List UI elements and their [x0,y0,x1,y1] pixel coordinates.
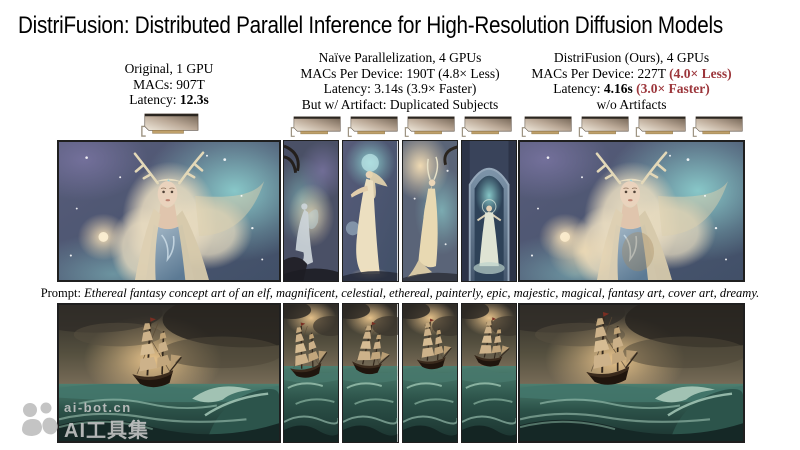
header-line: Latency: 12.3s [129,92,209,107]
header-line: Naïve Parallelization, 4 GPUs [318,50,482,65]
naive-elf-strip-2 [342,140,399,282]
header-original: Original, 1 GPU MACs: 907T Latency: 12.3s [57,61,281,108]
gpu-card-icon [690,115,744,138]
naive-ship-strip-3 [401,303,458,443]
naive-elf-strip-1 [283,140,340,282]
header-line: w/o Artifacts [596,96,667,112]
result-image-ours-ship [518,303,745,443]
header-line: But w/ Artifact: Duplicated Subjects [301,96,499,112]
gpu-card-icon [459,115,513,138]
header-line: Latency: 4.16s (3.0× Faster) [553,81,710,96]
gpu-card-icon [345,115,399,138]
header-distrifusion-ours: DistriFusion (Ours), 4 GPUs MACs Per Devi… [518,50,745,112]
gpu-card-icon [402,115,456,138]
prompt-label: Prompt: [40,286,81,300]
naive-elf-strip-3 [401,140,458,282]
figure-title: DistriFusion: Distributed Parallel Infer… [18,12,723,39]
gpu-card-icon [519,115,573,138]
header-line: Latency: 3.14s (3.9× Faster) [323,81,477,96]
prompt-text: Ethereal fantasy concept art of an elf, … [84,286,760,300]
prompt-caption: Prompt: Ethereal fantasy concept art of … [0,286,800,301]
result-image-naive-ship-strips [283,303,517,443]
gpu-card-icon [576,115,630,138]
result-image-original-elf [57,140,281,282]
result-image-ours-elf [518,140,745,282]
ai-bot-logo-icon [19,400,61,440]
naive-ship-strip-2 [342,303,399,443]
gpu-card-icon [138,112,200,138]
header-line: Original, 1 GPU [124,61,214,76]
header-line: MACs Per Device: 227T (4.0× Less) [531,65,732,81]
gpu-row-ours [518,112,745,138]
gpu-card-icon [633,115,687,138]
result-image-naive-elf-strips [283,140,517,282]
header-line: DistriFusion (Ours), 4 GPUs [553,50,710,65]
header-naive-parallelization: Naïve Parallelization, 4 GPUs MACs Per De… [283,50,517,112]
naive-ship-strip-1 [283,303,340,443]
gpu-card-icon [288,115,342,138]
header-line: MACs: 907T [133,76,205,92]
naive-elf-strip-4 [460,140,517,282]
result-image-original-ship [57,303,281,443]
gpu-row-original [57,112,281,138]
header-line: MACs Per Device: 190T (4.8× Less) [300,65,500,81]
gpu-row-naive [283,112,517,138]
naive-ship-strip-4 [460,303,517,443]
